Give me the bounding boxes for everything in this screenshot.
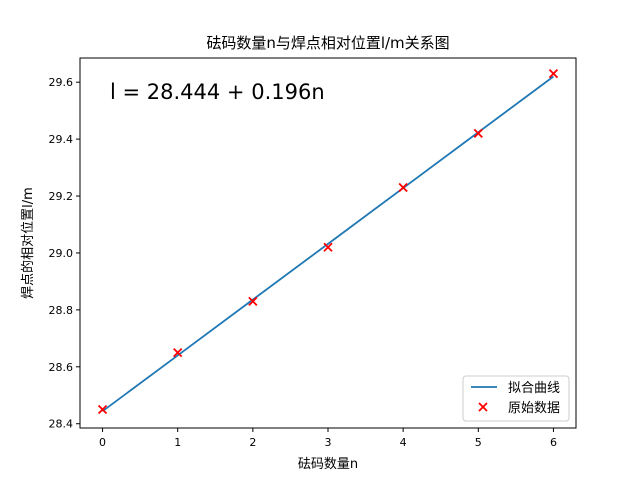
legend-label-fit: 拟合曲线 bbox=[508, 381, 560, 396]
y-tick-label: 28.6 bbox=[49, 361, 74, 374]
legend-marker-swatch bbox=[478, 402, 488, 412]
x-tick-label: 5 bbox=[475, 436, 482, 449]
y-axis-label: 焊点的相对位置l/m bbox=[20, 187, 36, 299]
y-tick-label: 29.6 bbox=[49, 76, 74, 89]
data-point-marker bbox=[97, 404, 108, 415]
y-tick-label: 29.4 bbox=[49, 133, 74, 146]
x-tick-label: 4 bbox=[400, 436, 407, 449]
data-point-marker bbox=[323, 242, 333, 252]
y-tick-label: 29.2 bbox=[49, 190, 74, 203]
x-tick-label: 2 bbox=[249, 436, 256, 449]
x-tick-label: 1 bbox=[174, 436, 181, 449]
x-tick-label: 3 bbox=[325, 436, 332, 449]
series-layer bbox=[97, 69, 559, 415]
y-tick-label: 28.8 bbox=[49, 304, 74, 317]
data-point-marker bbox=[473, 128, 483, 139]
legend-label-raw: 原始数据 bbox=[508, 401, 560, 416]
data-point-marker bbox=[548, 69, 559, 79]
data-point-marker bbox=[398, 182, 408, 193]
y-tick-label: 28.4 bbox=[49, 418, 74, 431]
data-point-marker bbox=[248, 296, 258, 306]
data-point-marker bbox=[173, 347, 183, 358]
x-tick-label: 0 bbox=[99, 436, 106, 449]
x-tick-label: 6 bbox=[550, 436, 557, 449]
chart-title: 砝码数量n与焊点相对位置l/m关系图 bbox=[206, 34, 449, 52]
legend: 拟合曲线 原始数据 bbox=[462, 375, 570, 422]
fit-equation-annotation: l = 28.444 + 0.196n bbox=[110, 80, 325, 104]
x-axis-label: 砝码数量n bbox=[298, 457, 358, 472]
x-axis-ticks: 0 1 2 3 4 5 6 bbox=[99, 428, 557, 449]
y-axis-ticks: 28.4 28.6 28.8 29.0 29.2 29.4 29.6 bbox=[49, 76, 80, 431]
y-tick-label: 29.0 bbox=[49, 247, 74, 260]
